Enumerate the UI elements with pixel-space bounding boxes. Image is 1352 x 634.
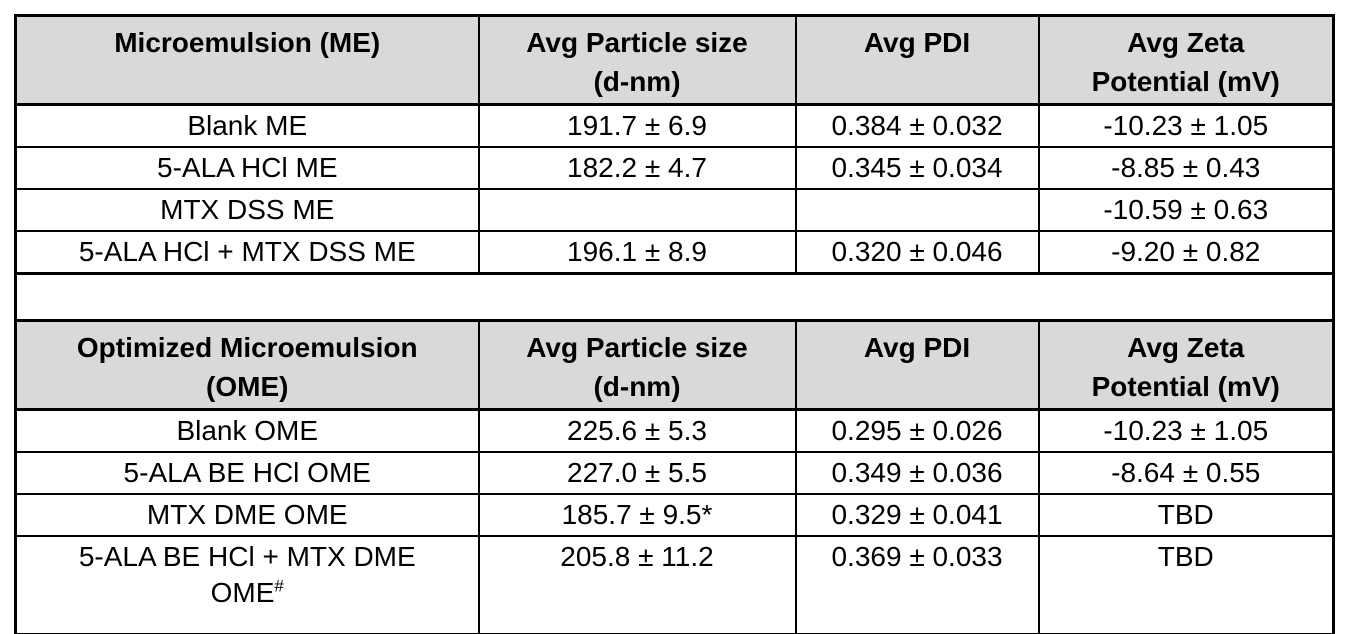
pdi-value: 0.295 ± 0.026 [794, 408, 1040, 453]
zeta-value: -8.64 ± 0.55 [1037, 451, 1335, 495]
me-header-pdi: Avg PDI [794, 14, 1040, 106]
particle-size-value: 185.7 ± 9.5* [477, 493, 797, 537]
pdi-value: 0.349 ± 0.036 [794, 451, 1040, 495]
me-row-mtx-dss: MTX DSS ME -10.59 ± 0.63 [14, 188, 1335, 232]
header-line: (d-nm) [593, 371, 681, 402]
header-line: (OME) [206, 371, 289, 402]
row-label: Blank ME [14, 103, 480, 148]
row-label: MTX DSS ME [14, 188, 480, 232]
table-spacer [14, 272, 1335, 322]
row-label: 5-ALA HCl ME [14, 146, 480, 190]
ome-row-mtx-dme: MTX DME OME 185.7 ± 9.5* 0.329 ± 0.041 T… [14, 493, 1335, 537]
header-line: (d-nm) [593, 66, 681, 97]
row-label: Blank OME [14, 408, 480, 453]
me-row-blank: Blank ME 191.7 ± 6.9 0.384 ± 0.032 -10.2… [14, 103, 1335, 148]
header-line: Potential (mV) [1091, 66, 1280, 97]
ome-row-blank: Blank OME 225.6 ± 5.3 0.295 ± 0.026 -10.… [14, 408, 1335, 453]
particle-size-value: 191.7 ± 6.9 [477, 103, 797, 148]
header-line: Potential (mV) [1091, 371, 1280, 402]
me-header-particle-size: Avg Particle size (d-nm) [477, 14, 797, 106]
header-line: Avg Zeta [1127, 27, 1245, 58]
header-line: Avg Particle size [526, 27, 748, 58]
zeta-value: -10.23 ± 1.05 [1037, 103, 1335, 148]
zeta-value: TBD [1037, 493, 1335, 537]
particle-size-value: 196.1 ± 8.9 [477, 230, 797, 275]
header-line: Microemulsion (ME) [114, 27, 381, 58]
row-label: 5-ALA HCl + MTX DSS ME [14, 230, 480, 275]
pdi-value: 0.345 ± 0.034 [794, 146, 1040, 190]
zeta-value: -10.23 ± 1.05 [1037, 408, 1335, 453]
me-row-5ala-hcl: 5-ALA HCl ME 182.2 ± 4.7 0.345 ± 0.034 -… [14, 146, 1335, 190]
me-header-name: Microemulsion (ME) [14, 14, 480, 106]
spacer-row [14, 272, 1335, 322]
header-line: Avg PDI [863, 332, 971, 363]
pdi-value-empty [794, 188, 1040, 232]
zeta-value: -9.20 ± 0.82 [1037, 230, 1335, 275]
me-header-row: Microemulsion (ME) Avg Particle size (d-… [14, 14, 1335, 106]
particle-size-value: 205.8 ± 11.2 [477, 535, 797, 634]
ome-header-row: Optimized Microemulsion (OME) Avg Partic… [14, 319, 1335, 411]
ome-header-pdi: Avg PDI [794, 319, 1040, 411]
header-line: Optimized Microemulsion [76, 332, 418, 363]
particle-size-value: 225.6 ± 5.3 [477, 408, 797, 453]
label-line: 5-ALA BE HCl + MTX DME [78, 541, 416, 572]
label-text: OME [210, 577, 275, 608]
header-line: Avg PDI [863, 27, 971, 58]
ome-header-name: Optimized Microemulsion (OME) [14, 319, 480, 411]
row-label: MTX DME OME [14, 493, 480, 537]
particle-size-value: 182.2 ± 4.7 [477, 146, 797, 190]
ome-row-5ala-be-hcl-mtx-dme: 5-ALA BE HCl + MTX DME OME# 205.8 ± 11.2… [14, 535, 1335, 634]
particle-size-value-empty [477, 188, 797, 232]
zeta-value: -10.59 ± 0.63 [1037, 188, 1335, 232]
microemulsion-results-table: Microemulsion (ME) Avg Particle size (d-… [14, 14, 1335, 634]
ome-row-5ala-be-hcl: 5-ALA BE HCl OME 227.0 ± 5.5 0.349 ± 0.0… [14, 451, 1335, 495]
pdi-value: 0.384 ± 0.032 [794, 103, 1040, 148]
me-header-zeta: Avg Zeta Potential (mV) [1037, 14, 1335, 106]
particle-size-value: 227.0 ± 5.5 [477, 451, 797, 495]
row-label: 5-ALA BE HCl OME [14, 451, 480, 495]
ome-header-zeta: Avg Zeta Potential (mV) [1037, 319, 1335, 411]
footnote-mark: # [274, 576, 284, 596]
zeta-value: TBD [1037, 535, 1335, 634]
header-line: Avg Zeta [1127, 332, 1245, 363]
pdi-value: 0.320 ± 0.046 [794, 230, 1040, 275]
header-line: Avg Particle size [526, 332, 748, 363]
row-label: 5-ALA BE HCl + MTX DME OME# [14, 535, 480, 634]
label-line: OME# [23, 575, 472, 611]
pdi-value: 0.329 ± 0.041 [794, 493, 1040, 537]
pdi-value: 0.369 ± 0.033 [794, 535, 1040, 634]
zeta-value: -8.85 ± 0.43 [1037, 146, 1335, 190]
ome-header-particle-size: Avg Particle size (d-nm) [477, 319, 797, 411]
me-row-5ala-hcl-mtx-dss: 5-ALA HCl + MTX DSS ME 196.1 ± 8.9 0.320… [14, 230, 1335, 275]
